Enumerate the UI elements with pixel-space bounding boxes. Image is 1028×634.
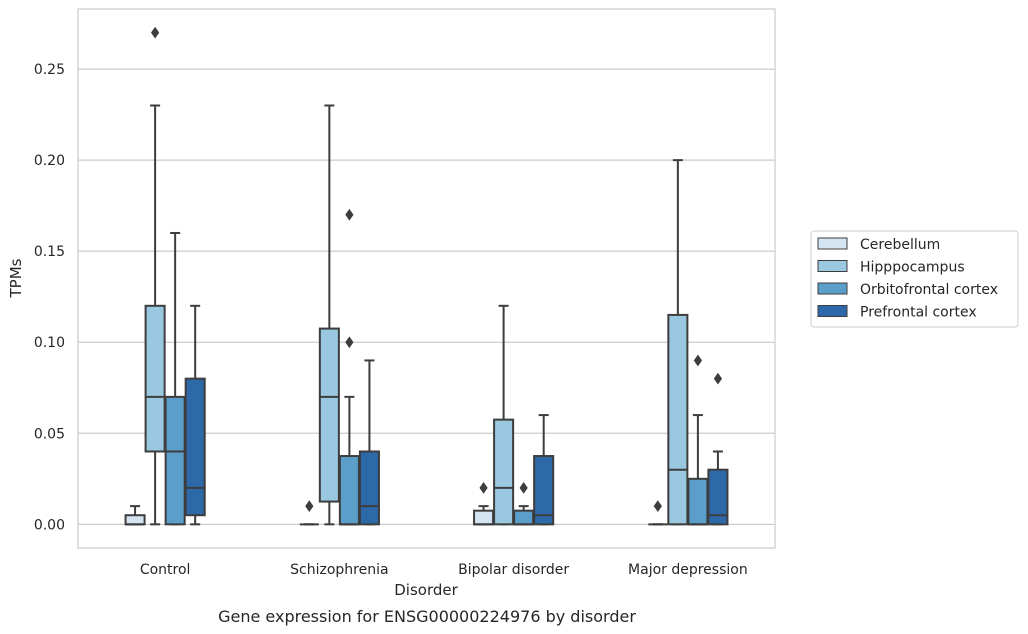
outlier-point [519, 482, 528, 494]
box [493, 304, 515, 526]
y-tick-label: 0.15 [34, 244, 65, 260]
outlier-point [693, 354, 703, 367]
x-axis-label: Disorder [394, 581, 458, 599]
box [184, 304, 206, 526]
box-body [184, 377, 206, 517]
legend-label: Hipppocampus [860, 260, 965, 276]
box-body [358, 450, 380, 526]
box-body [473, 509, 495, 526]
box-series [124, 26, 729, 526]
box-body [687, 477, 709, 526]
box [144, 26, 166, 526]
box-body [707, 468, 729, 526]
y-tick-label: 0.10 [34, 335, 65, 351]
legend-frame [810, 230, 1019, 328]
x-tick-label: Major depression [628, 562, 748, 578]
box [707, 372, 729, 526]
box [667, 159, 689, 526]
y-tick-label: 0.20 [34, 153, 65, 169]
outlier-point [150, 26, 160, 39]
outlier-point [345, 336, 354, 349]
box [533, 414, 555, 526]
box-body [513, 509, 535, 526]
box-body [533, 455, 555, 526]
box [299, 500, 319, 526]
y-tick-label: 0.05 [34, 426, 65, 442]
x-tick-label: Control [140, 562, 191, 578]
box [318, 104, 340, 526]
box [338, 208, 360, 526]
legend-label: Cerebellum [860, 237, 940, 253]
box [164, 231, 186, 526]
legend-swatch [817, 237, 848, 250]
box [124, 505, 146, 526]
box-body [124, 514, 146, 526]
outlier-point [345, 208, 354, 221]
legend-swatch [817, 260, 848, 272]
legend-label: Orbitofrontal cortex [860, 282, 998, 298]
y-tick-label: 0.00 [34, 517, 65, 533]
chart-caption: Gene expression for ENSG00000224976 by d… [218, 607, 636, 626]
box [473, 482, 495, 526]
legend-swatch [817, 282, 848, 295]
box-body [318, 327, 340, 503]
y-tick-label: 0.25 [34, 62, 65, 78]
outlier-point [305, 500, 314, 512]
y-axis-label: TPMs [7, 258, 25, 298]
box-body [667, 313, 689, 526]
legend-label: Prefrontal cortex [860, 305, 977, 321]
box [513, 482, 535, 526]
y-tick-labels: 0.00 0.05 0.10 0.15 0.20 0.25 [34, 62, 65, 533]
x-tick-label: Schizophrenia [290, 562, 388, 578]
legend-swatch [817, 305, 848, 317]
box [358, 359, 380, 526]
x-tick-labels: Control Schizophrenia Bipolar disorder Majo… [140, 562, 748, 578]
x-tick-label: Bipolar disorder [458, 562, 569, 578]
box-body [338, 455, 360, 526]
box-body [164, 395, 186, 526]
outlier-point [479, 482, 488, 494]
box-body [144, 304, 166, 453]
box [648, 500, 668, 526]
outlier-point [653, 500, 662, 512]
outlier-point [713, 372, 723, 385]
legend: Cerebellum Hipppocampus Orbitofrontal cort… [810, 230, 1019, 328]
box-body [493, 418, 515, 526]
